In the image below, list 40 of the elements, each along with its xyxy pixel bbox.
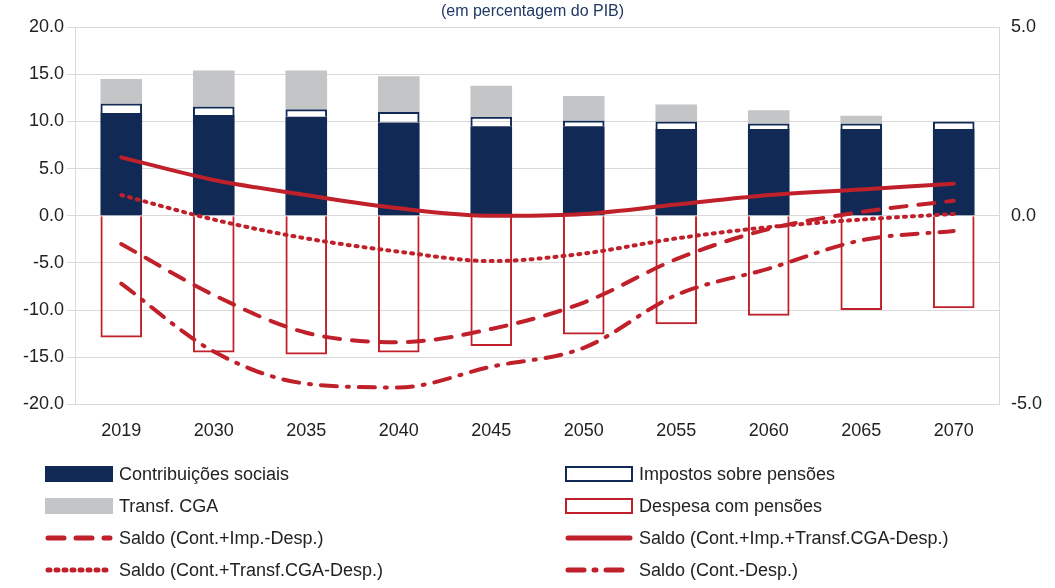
legend-label: Contribuições sociais <box>119 463 290 485</box>
x-tick-label: 2045 <box>471 420 512 441</box>
x-tick-label: 2040 <box>378 420 419 441</box>
bar <box>470 85 513 117</box>
y-tick-label: -15.0 <box>23 346 65 367</box>
y-tick-label: 20.0 <box>28 16 65 37</box>
bar <box>562 96 605 121</box>
legend-label: Saldo (Cont.+Imp.-Desp.) <box>119 527 324 549</box>
x-tick-label: 2055 <box>656 420 697 441</box>
y-tick-label: 15.0 <box>28 63 65 84</box>
y2-tick-label: -5.0 <box>1010 393 1043 414</box>
bar <box>840 115 883 124</box>
y2-tick-label: 5.0 <box>1010 16 1037 37</box>
legend-label: Transf. CGA <box>119 495 219 517</box>
y-tick-label: 5.0 <box>39 157 65 178</box>
legend-label: Saldo (Cont.+Transf.CGA-Desp.) <box>119 559 383 581</box>
bar <box>747 110 790 124</box>
x-tick-label: 2050 <box>563 420 604 441</box>
legend-label: Impostos sobre pensões <box>639 463 836 485</box>
bar <box>100 79 143 104</box>
bar <box>285 70 328 110</box>
bar <box>655 104 698 122</box>
y-tick-label: -5.0 <box>33 251 65 272</box>
y-tick-label: 0.0 <box>39 204 65 225</box>
y-tick-label: -10.0 <box>23 299 65 320</box>
legend-label: Despesa com pensões <box>639 495 823 517</box>
bar <box>377 76 420 113</box>
x-tick-label: 2065 <box>841 420 882 441</box>
bar <box>192 70 235 107</box>
x-tick-label: 2035 <box>286 420 327 441</box>
y-tick-label: 10.0 <box>28 110 65 131</box>
chart-title: (em percentagem do PIB) <box>440 2 625 20</box>
legend-label: Saldo (Cont.-Desp.) <box>639 559 799 581</box>
legend-label: Saldo (Cont.+Imp.+Transf.CGA-Desp.) <box>639 527 949 549</box>
x-tick-label: 2070 <box>933 420 974 441</box>
x-tick-label: 2019 <box>101 420 142 441</box>
y2-tick-label: 0.0 <box>1010 204 1037 225</box>
x-tick-label: 2060 <box>748 420 789 441</box>
x-tick-label: 2030 <box>193 420 234 441</box>
y-tick-label: -20.0 <box>23 393 65 414</box>
